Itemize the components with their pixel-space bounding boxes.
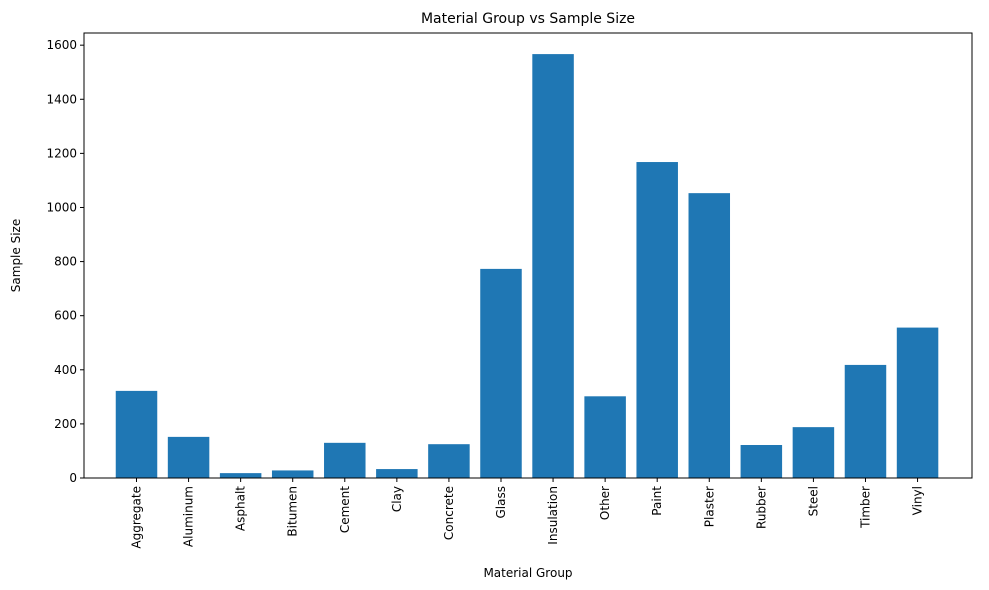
x-tick-label: Aluminum	[182, 486, 196, 547]
bar-bitumen	[271, 470, 314, 478]
y-tick-label: 1400	[46, 92, 77, 106]
x-tick-label: Concrete	[442, 486, 456, 540]
bar-aluminum	[167, 436, 210, 478]
x-tick-label: Other	[598, 486, 612, 520]
x-tick-label: Glass	[494, 486, 508, 519]
x-tick-label: Plaster	[702, 486, 716, 527]
x-tick-label: Clay	[390, 486, 404, 512]
x-tick-label: Rubber	[754, 486, 768, 529]
bar-clay	[376, 469, 418, 478]
plot-frame	[83, 32, 973, 479]
bar-cement	[324, 442, 366, 478]
bar-concrete	[428, 444, 470, 478]
bar-asphalt	[219, 473, 262, 478]
y-tick-label: 0	[69, 471, 77, 485]
x-axis-label: Material Group	[483, 566, 572, 580]
bar-steel	[792, 427, 835, 478]
x-tick-label: Asphalt	[234, 486, 248, 531]
bar-vinyl	[896, 327, 939, 478]
x-axis-ticks: Aggregate Aluminum Asphalt Bitumen Cement Cla…	[130, 478, 925, 549]
bars	[115, 54, 939, 479]
bar-aggregate	[115, 390, 158, 478]
bar-glass	[480, 268, 522, 478]
x-tick-label: Paint	[650, 486, 664, 516]
chart-title: Material Group vs Sample Size	[421, 11, 635, 27]
x-tick-label: Timber	[858, 486, 872, 529]
y-tick-label: 1000	[46, 200, 77, 214]
y-tick-label: 600	[54, 309, 77, 323]
bar-rubber	[740, 445, 783, 478]
x-tick-label: Vinyl	[911, 486, 925, 515]
bar-plaster	[688, 193, 731, 478]
bar-paint	[636, 162, 678, 479]
y-tick-label: 400	[54, 363, 77, 377]
x-tick-label: Insulation	[546, 486, 560, 545]
y-tick-label: 1200	[46, 146, 77, 160]
x-tick-label: Steel	[806, 486, 820, 516]
y-axis-label: Sample Size	[9, 219, 23, 292]
y-tick-label: 1600	[46, 38, 77, 52]
y-tick-label: 800	[54, 255, 77, 269]
x-tick-label: Aggregate	[130, 486, 144, 549]
x-tick-label: Cement	[338, 486, 352, 533]
bar-insulation	[532, 54, 574, 478]
bar-timber	[844, 364, 887, 478]
x-tick-label: Bitumen	[286, 486, 300, 537]
y-tick-label: 200	[54, 417, 77, 431]
bar-other	[584, 396, 626, 478]
y-axis-ticks: 0 200 400 600 800 1000 1200 1400 1600	[46, 38, 84, 485]
